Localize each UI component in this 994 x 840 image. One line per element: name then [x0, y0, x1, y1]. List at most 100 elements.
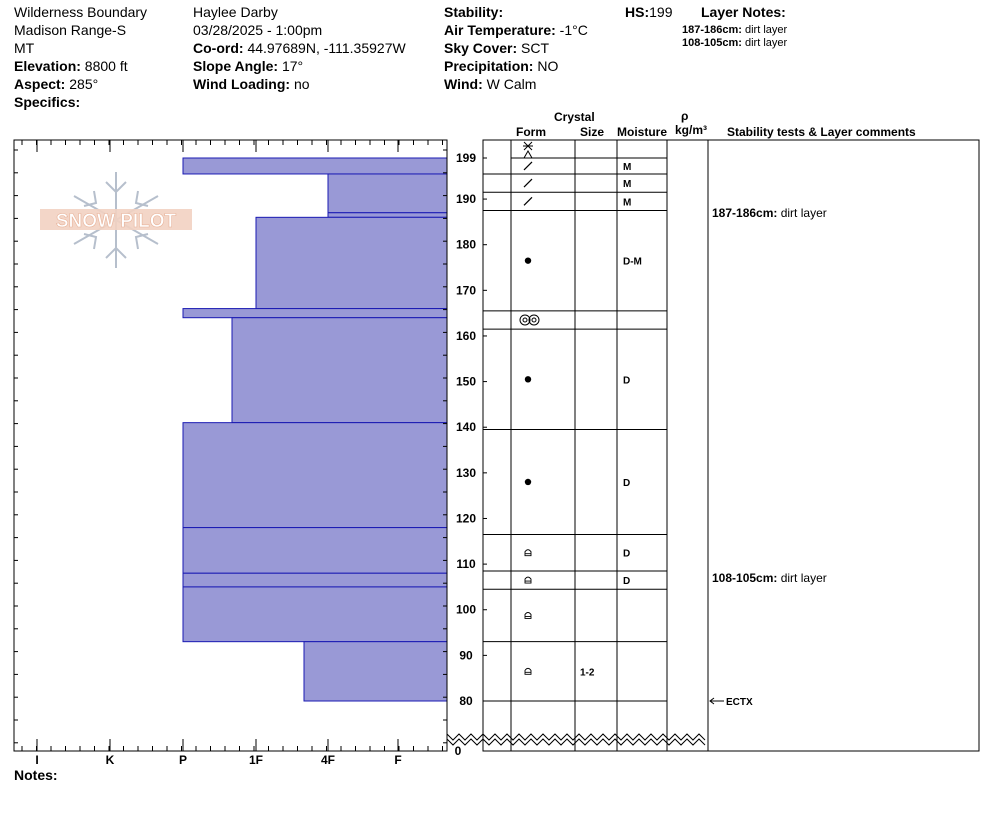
moisture-label: D	[623, 375, 630, 386]
depth-tick-label: 130	[456, 466, 476, 480]
hardness-layer-bar	[182, 157, 448, 175]
air-temp-label: Air Temperature:	[444, 22, 556, 38]
depth-tick-label: 170	[456, 283, 476, 297]
hardness-layer-bar	[182, 527, 448, 574]
moisture-label: M	[623, 179, 631, 190]
crystal-header: Crystal	[554, 110, 595, 124]
depth-break-zigzag	[446, 738, 706, 746]
moisture-label: M	[623, 197, 631, 208]
range-name: Madison Range-S	[14, 22, 127, 38]
stability-test-result: ECTX	[726, 697, 753, 708]
faceted-crystals-icon	[524, 667, 532, 675]
melt-forms-icon	[531, 317, 537, 323]
hardness-tick-label: P	[179, 753, 187, 767]
hardness-tick-label: 1F	[249, 753, 263, 767]
layer-comment-range: 187-186cm:	[712, 206, 781, 220]
slope-field: Slope Angle: 17°	[193, 58, 303, 74]
coord-value: 44.97689N, -111.35927W	[247, 40, 406, 56]
depth-zero-label: 0	[455, 744, 462, 758]
precip-value: NO	[537, 58, 559, 74]
layer-comment-text: dirt layer	[781, 206, 827, 220]
depth-tick-label: 100	[456, 603, 476, 617]
slope-label: Slope Angle:	[193, 58, 279, 74]
precipitation-particles-icon	[523, 141, 533, 159]
coord-field: Co-ord: 44.97689N, -111.35927W	[193, 40, 406, 56]
layer-note-text: dirt layer	[745, 24, 788, 36]
hardness-frame	[13, 139, 448, 752]
stability-label: Stability:	[444, 4, 504, 20]
precip-field: Precipitation: NO	[444, 58, 558, 74]
hardness-layer-bar	[303, 641, 448, 702]
decomposing-fragments-icon	[523, 178, 533, 188]
moisture-label: D	[623, 549, 630, 560]
coord-label: Co-ord:	[193, 40, 244, 56]
depth-tick-label: 180	[456, 238, 476, 252]
specifics-label: Specifics:	[14, 94, 81, 110]
depth-tick-label: 90	[459, 648, 473, 662]
density-symbol: ρ	[681, 109, 689, 123]
hardness-layer-bar	[182, 586, 448, 643]
wind-value: W Calm	[486, 76, 537, 92]
wind-label: Wind:	[444, 76, 483, 92]
melt-forms-icon	[522, 317, 528, 323]
aspect-label: Aspect:	[14, 76, 66, 92]
moisture-header: Moisture	[617, 125, 668, 139]
depth-tick-label: 160	[456, 329, 476, 343]
depth-tick-label: 190	[456, 192, 476, 206]
aspect-value: 285°	[69, 76, 99, 92]
decomposing-fragments-icon	[523, 161, 533, 171]
depth-tick-label: 120	[456, 511, 476, 525]
hardness-layer-bar	[327, 173, 448, 214]
moisture-label: M	[623, 162, 631, 173]
crystal-size-label: 1-2	[580, 667, 595, 678]
layer-comment-range: 108-105cm:	[712, 571, 781, 585]
faceted-crystals-icon	[524, 576, 532, 584]
wind-field: Wind: W Calm	[444, 76, 536, 92]
layer-comment: 108-105cm: dirt layer	[712, 571, 827, 585]
form-header: Form	[516, 125, 546, 139]
precip-label: Precipitation:	[444, 58, 534, 74]
sky-value: SCT	[521, 40, 550, 56]
stability-test-arrow	[709, 697, 715, 705]
hardness-layer-bar	[182, 308, 448, 319]
layer-notes-label: Layer Notes:	[701, 4, 786, 20]
melt-forms-icon	[528, 314, 540, 326]
slope-value: 17°	[281, 58, 304, 74]
depth-tick-label: 140	[456, 420, 476, 434]
faceted-crystals-icon	[524, 611, 532, 619]
hardness-layer-bar	[182, 422, 448, 529]
hardness-layer-bar	[255, 216, 448, 310]
depth-tick-label: 199	[456, 151, 476, 165]
depth-break-zigzag	[446, 733, 706, 741]
layer-table-frame	[482, 139, 980, 752]
faceted-crystals-icon	[524, 549, 532, 557]
rounded-grains-icon	[524, 257, 532, 264]
depth-tick-label: 110	[456, 557, 476, 571]
location-name: Wilderness Boundary	[14, 4, 148, 20]
rounded-grains-icon	[524, 478, 532, 486]
hardness-tick-label: K	[106, 753, 115, 767]
elevation-field: Elevation: 8800 ft	[14, 58, 128, 74]
rounded-grains-icon	[524, 376, 532, 383]
hs-value: 199	[649, 4, 673, 20]
layer-note: 187-186cm: dirt layer	[682, 24, 787, 36]
hs-label: HS:	[625, 4, 650, 20]
decomposing-fragments-icon	[523, 196, 533, 206]
layer-comment: 187-186cm: dirt layer	[712, 206, 827, 220]
precipitation-particles-icon	[523, 149, 533, 159]
elevation-label: Elevation:	[14, 58, 81, 74]
hardness-tick-label: F	[394, 753, 401, 767]
layer-note-text: dirt layer	[745, 37, 788, 49]
layer-note: 108-105cm: dirt layer	[682, 37, 787, 49]
wind-loading-label: Wind Loading:	[193, 76, 291, 92]
moisture-label: D	[623, 478, 630, 489]
wind-loading-field: Wind Loading: no	[193, 76, 310, 92]
hardness-layer-bar	[327, 212, 448, 218]
snowpilot-logo: SNOW PILOT	[40, 172, 192, 268]
logo-banner	[40, 209, 192, 230]
air-temp-value: -1°C	[559, 22, 588, 38]
logo-text: SNOW PILOT	[56, 211, 177, 232]
state-name: MT	[14, 40, 35, 56]
observation-datetime: 03/28/2025 - 1:00pm	[193, 22, 323, 38]
